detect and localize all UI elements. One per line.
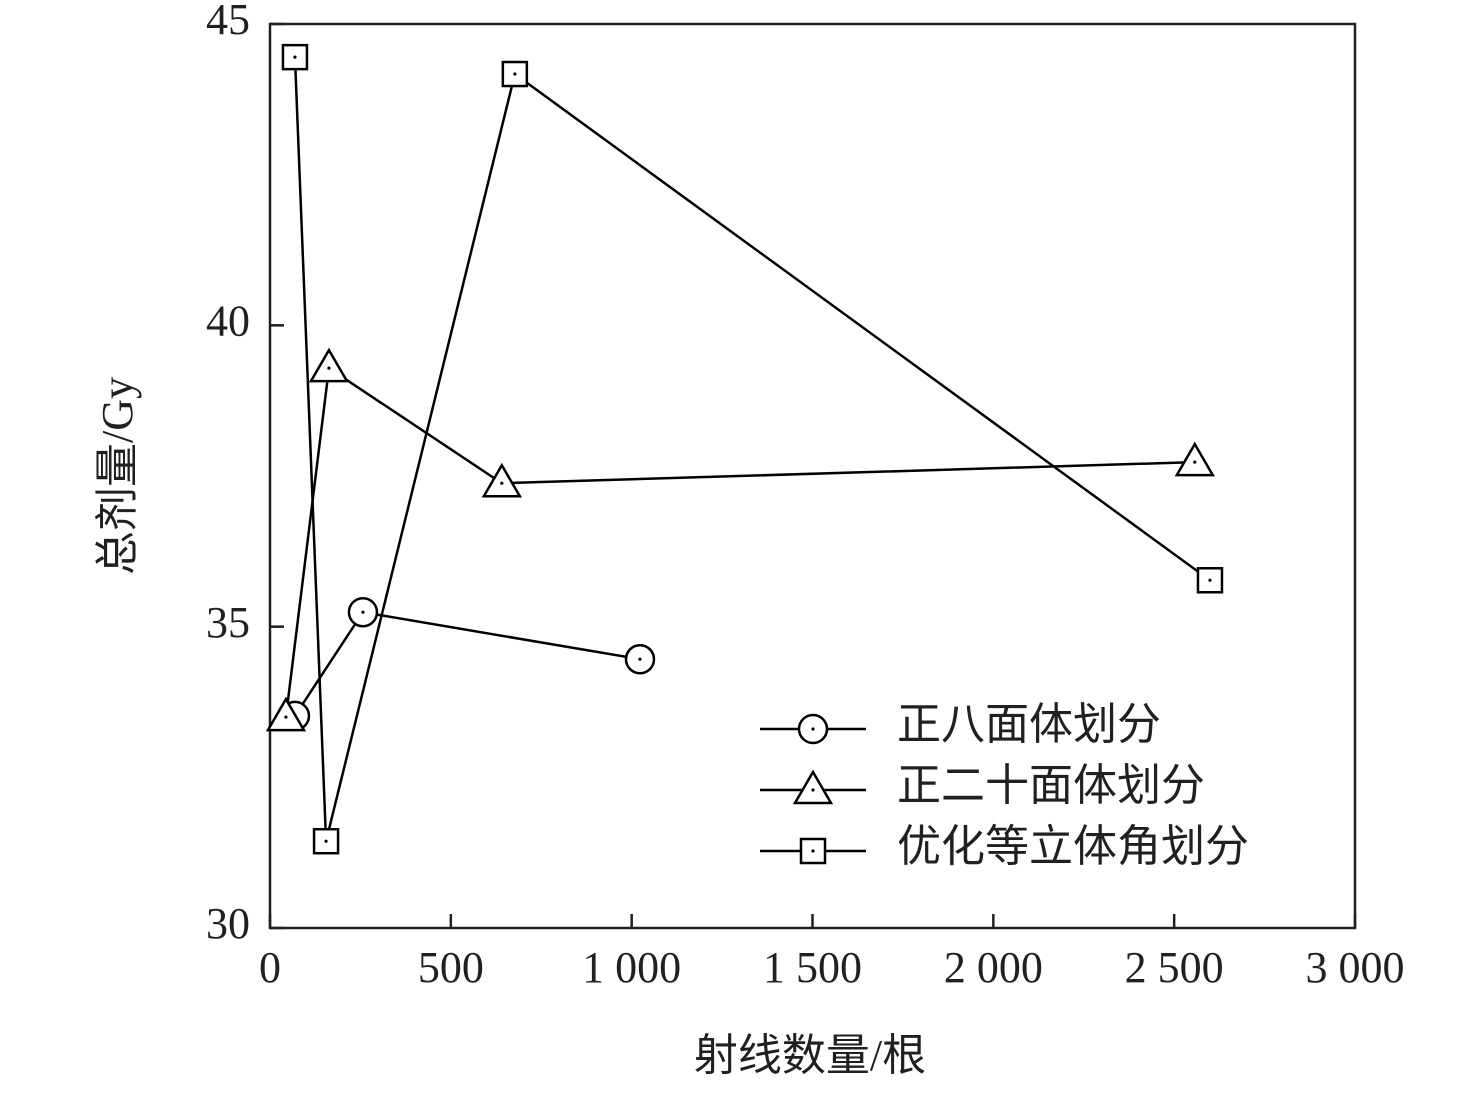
x-tick-label: 500 <box>418 943 484 992</box>
legend-label: 正八面体划分 <box>897 700 1161 749</box>
marker-circle <box>624 643 656 675</box>
x-tick-label: 0 <box>259 943 281 992</box>
x-tick-label: 3 000 <box>1306 943 1405 992</box>
x-tick-label: 1 500 <box>763 943 862 992</box>
x-axis-label: 射线数量/根 <box>694 1031 926 1080</box>
marker-triangle <box>308 347 350 383</box>
marker-circle <box>797 713 829 745</box>
marker-triangle <box>481 462 522 498</box>
marker-triangle <box>265 696 307 732</box>
marker-square <box>1196 567 1224 594</box>
y-axis-label: 总剂量/Gy <box>93 377 142 575</box>
x-tick-label: 2 500 <box>1125 943 1224 992</box>
marker-square <box>312 827 340 855</box>
x-tick-label: 1 000 <box>582 943 681 992</box>
marker-triangle <box>792 769 834 805</box>
y-tick-label: 40 <box>206 296 250 345</box>
y-tick-label: 30 <box>206 899 250 948</box>
marker-square <box>799 837 827 865</box>
legend-label: 优化等立体角划分 <box>897 822 1249 871</box>
x-tick-label: 2 000 <box>944 943 1043 992</box>
marker-circle <box>347 596 379 628</box>
series-line <box>293 610 641 717</box>
y-tick-label: 45 <box>206 0 250 44</box>
legend-label: 正二十面体划分 <box>897 761 1205 810</box>
marker-square <box>281 43 309 71</box>
series-line <box>284 365 1195 718</box>
marker-square <box>501 60 529 88</box>
y-tick-label: 35 <box>206 598 250 647</box>
marker-triangle <box>1174 441 1215 477</box>
series-line <box>293 57 1211 842</box>
